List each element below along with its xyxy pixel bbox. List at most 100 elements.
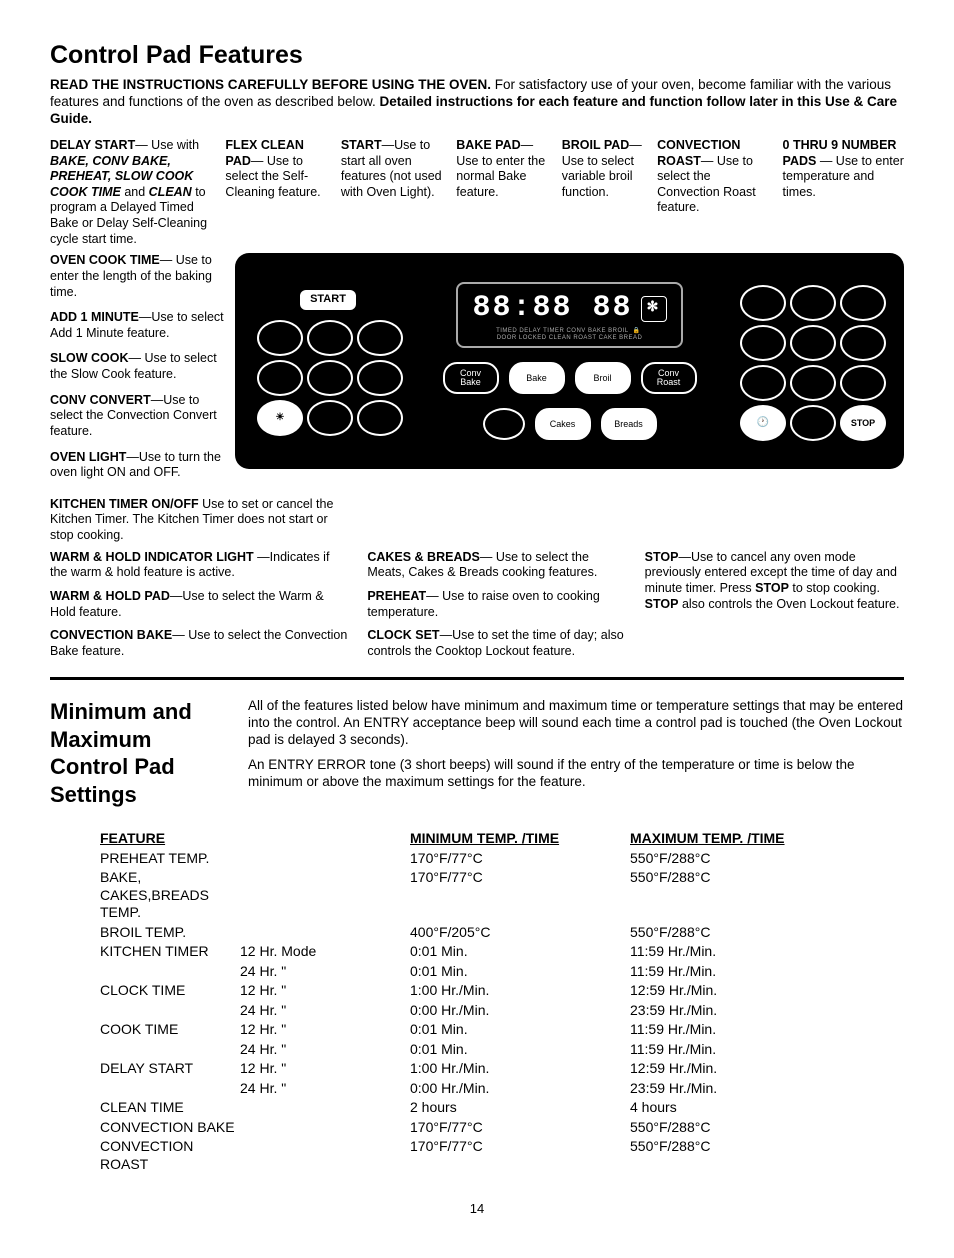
table-cell-max: 11:59 Hr./Min. [630,943,904,961]
table-cell-max: 11:59 Hr./Min. [630,963,904,981]
callout-head: CONV CONVERT [50,393,151,407]
oven-button[interactable] [357,400,403,436]
callout-head: OVEN COOK TIME [50,253,160,267]
numpad-button[interactable] [840,365,886,401]
callout-head: DELAY START [50,138,135,152]
display-frame: 88:88 88 ✻ TIMED DELAY TIMER CONV BAKE B… [456,282,682,348]
bake-button[interactable]: Bake [509,362,565,394]
clock-set-button[interactable]: 🕐 [740,405,786,441]
conv-bake-button[interactable]: Conv Bake [443,362,499,394]
intro-paragraph: READ THE INSTRUCTIONS CAREFULLY BEFORE U… [50,77,904,128]
breads-button[interactable]: Breads [601,408,657,440]
callout-start: START—Use to start all oven features (no… [341,138,442,247]
settings-table: FEATURE MINIMUM TEMP. /TIME MAXIMUM TEMP… [50,830,904,1173]
numpad-grid: 🕐 STOP [740,285,882,437]
callout-broil: BROIL PAD— Use to select variable broil … [562,138,643,247]
table-cell-feature: 24 Hr. " [100,1041,410,1059]
numpad-button[interactable] [790,285,836,321]
table-cell-max: 550°F/288°C [630,1138,904,1173]
callout-head: CAKES & BREADS [367,550,480,564]
callout-head: OVEN LIGHT [50,450,126,464]
callout-head: BROIL PAD [562,138,630,152]
start-button[interactable]: START [300,290,356,310]
callout-warm-hold-pad: WARM & HOLD PAD—Use to select the Warm &… [50,589,349,620]
function-row-1: Conv Bake Bake Broil Conv Roast [443,362,697,394]
table-cell-max: 550°F/288°C [630,1119,904,1137]
callout-text: STOP [645,597,679,611]
left-button-grid: ☀ [257,320,399,432]
panel-left-cluster: START ☀ [257,290,399,432]
oven-button[interactable] [257,360,303,396]
table-cell-feature: CLOCK TIME12 Hr. " [100,982,410,1000]
table-cell-feature: BAKE, CAKES,BREADS TEMP. [100,869,410,922]
callout-bake-pad: BAKE PAD— Use to enter the normal Bake f… [456,138,547,247]
table-cell-max: 23:59 Hr./Min. [630,1080,904,1098]
display-indicators: TIMED DELAY TIMER CONV BAKE BROIL 🔒 DOOR… [472,328,666,342]
display-digits: 88:88 88 [472,290,632,328]
indicator-row: TIMED DELAY TIMER CONV BAKE BROIL [496,328,628,334]
callout-text: also controls the Oven Lockout feature. [678,597,899,611]
table-cell-min: 0:01 Min. [410,1021,630,1039]
table-cell-feature: PREHEAT TEMP. [100,850,410,868]
control-panel: START ☀ 88:88 88 ✻ TIMED [235,253,904,469]
table-cell-max: 23:59 Hr./Min. [630,1002,904,1020]
cakes-button[interactable]: Cakes [535,408,591,440]
table-cell-max: 11:59 Hr./Min. [630,1041,904,1059]
table-cell-min: 0:00 Hr./Min. [410,1080,630,1098]
callout-warm-hold-group: WARM & HOLD INDICATOR LIGHT —Indicates i… [50,550,349,660]
table-cell-feature: CLEAN TIME [100,1099,410,1117]
s2-paragraph-2: An ENTRY ERROR tone (3 short beeps) will… [248,757,904,791]
oven-button[interactable] [357,360,403,396]
numpad-button[interactable] [740,325,786,361]
callout-conv-roast: CONVECTION ROAST— Use to select the Conv… [657,138,768,247]
callout-cook-time: OVEN COOK TIME— Use to enter the length … [50,253,225,300]
table-cell-min: 170°F/77°C [410,850,630,868]
callout-cakes-preheat-group: CAKES & BREADS— Use to select the Meats,… [367,550,626,660]
section-min-max: Minimum and Maximum Control Pad Settings… [50,698,904,814]
callout-text: and [121,185,149,199]
table-cell-feature: COOK TIME12 Hr. " [100,1021,410,1039]
page-title-2: Minimum and Maximum Control Pad Settings [50,698,220,808]
numpad-button[interactable] [790,365,836,401]
numpad-button[interactable] [740,285,786,321]
callout-text: CLEAN [149,185,192,199]
fan-icon: ✻ [641,296,667,322]
callout-oven-light: OVEN LIGHT—Use to turn the oven light ON… [50,450,225,481]
numpad-button[interactable] [840,325,886,361]
table-cell-feature: KITCHEN TIMER12 Hr. Mode [100,943,410,961]
callout-head: STOP [645,550,679,564]
table-cell-max: 12:59 Hr./Min. [630,1060,904,1078]
numpad-button[interactable] [840,285,886,321]
lock-icon: 🔒 [633,328,641,334]
table-cell-max: 4 hours [630,1099,904,1117]
top-callout-row: DELAY START— Use with BAKE, CONV BAKE, P… [50,138,904,247]
callout-head: ADD 1 MINUTE [50,310,139,324]
oven-button[interactable] [307,360,353,396]
oven-button[interactable] [357,320,403,356]
table-cell-min: 0:00 Hr./Min. [410,1002,630,1020]
numpad-button[interactable] [790,325,836,361]
numpad-button[interactable] [740,365,786,401]
callout-cakes-breads: CAKES & BREADS— Use to select the Meats,… [367,550,626,581]
table-header-max: MAXIMUM TEMP. /TIME [630,830,904,848]
broil-button[interactable]: Broil [575,362,631,394]
oven-button[interactable] [307,400,353,436]
table-cell-min: 170°F/77°C [410,1138,630,1173]
oven-light-button[interactable]: ☀ [257,400,303,436]
oven-button[interactable] [483,408,525,440]
callout-add-1-minute: ADD 1 MINUTE—Use to select Add 1 Minute … [50,310,225,341]
table-cell-feature: DELAY START12 Hr. " [100,1060,410,1078]
table-cell-min: 0:01 Min. [410,1041,630,1059]
table-cell-max: 12:59 Hr./Min. [630,982,904,1000]
oven-button[interactable] [307,320,353,356]
conv-roast-button[interactable]: Conv Roast [641,362,697,394]
numpad-button[interactable] [790,405,836,441]
stop-button[interactable]: STOP [840,405,886,441]
callout-head: CONVECTION BAKE [50,628,172,642]
oven-button[interactable] [257,320,303,356]
left-callout-column: OVEN COOK TIME— Use to enter the length … [50,253,225,491]
table-cell-feature: 24 Hr. " [100,963,410,981]
callout-head: CLOCK SET [367,628,439,642]
callout-head: WARM & HOLD PAD [50,589,170,603]
callout-stop: STOP—Use to cancel any oven mode previou… [645,550,904,660]
